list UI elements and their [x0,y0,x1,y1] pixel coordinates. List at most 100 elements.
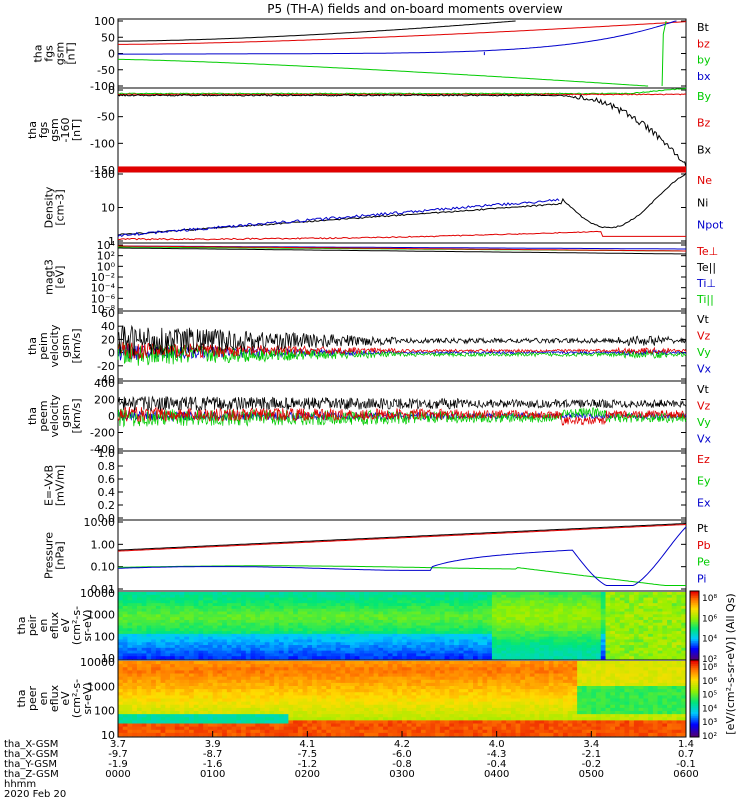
spectro-cell [118,611,124,615]
spectro-cell [222,661,228,665]
spectro-cell [203,603,209,607]
spectro-cell [397,661,403,665]
spectro-cell [378,676,384,681]
spectro-cell [368,692,374,696]
y-tick-label: 50 [101,31,115,44]
spectro-cell [312,617,318,621]
spectro-cell [449,619,455,624]
spectro-cell [416,667,422,671]
spectro-cell [402,714,408,718]
spectro-cell [335,723,341,728]
spectro-cell [439,714,445,718]
spectro-cell [274,611,280,615]
spectro-cell [558,653,564,657]
spectro-cell [477,682,483,687]
spectro-cell [297,611,303,615]
spectro-cell [364,726,370,731]
spectro-cell [681,608,687,612]
spectro-cell [316,597,322,601]
spectro-cell [420,704,427,709]
legend-Bx: Bx [697,143,712,156]
spectro-cell [581,600,587,604]
spectro-cell [269,679,275,684]
spectro-cell [458,636,464,640]
spectro-cell [387,729,393,734]
spectro-cell [236,653,242,657]
spectro-cell [312,633,318,638]
spectro-cell [345,605,351,610]
spectro-cell [411,717,417,721]
spectro-cell [316,628,322,632]
spectro-cell [349,653,356,657]
spectro-cell [657,614,663,618]
spectro-cell [165,600,171,604]
spectro-cell [302,625,308,629]
spectro-cell [624,650,630,654]
spectro-cell [397,611,403,615]
spectro-cell [619,625,625,629]
spectro-cell [226,670,232,674]
spectro-cell [411,619,417,624]
spectro-cell [506,594,512,598]
spectro-cell [297,695,303,699]
spectro-cell [430,732,436,737]
spectro-cell [383,636,389,640]
y-tick-label: 1000 [87,680,115,693]
spectro-cell [430,723,436,728]
spectro-cell [250,729,256,734]
spectro-cell [378,647,384,652]
spectro-cell [293,723,299,728]
spectro-cell [638,622,644,626]
spectro-cell [250,689,256,693]
spectro-cell [302,676,308,681]
spectro-cell [572,631,578,635]
spectro-cell [312,701,318,706]
spectro-cell [368,631,374,635]
spectro-cell [226,726,232,731]
spectro-cell [297,704,303,709]
spectro-cell [297,628,303,632]
spectro-cell [544,597,550,601]
spectro-cell [387,633,393,638]
spectro-cell [539,636,545,640]
spectro-cell [174,692,180,696]
spectro-cell [189,600,195,604]
spectro-cell [212,592,218,596]
spectro-cell [198,720,204,724]
series-Vy [117,407,687,428]
spectro-cell [359,611,365,615]
spectro-cell [274,720,280,724]
spectro-cell [170,645,176,649]
spectro-cell [141,592,147,596]
spectro-cell [250,670,256,674]
y-tick-label: 0 [108,410,115,423]
spectro-cell [151,667,157,671]
series-by [118,58,649,87]
spectro-cell [193,647,199,652]
spectro-cell [397,617,403,621]
spectro-cell [331,597,337,601]
spectro-cell [345,592,351,596]
spectro-cell [487,611,493,615]
spectro-cell [132,636,138,640]
spectro-cell [454,622,460,626]
spectro-cell [165,619,171,624]
spectro-cell [231,673,237,678]
spectro-cell [274,661,280,665]
spectro-cell [146,614,152,618]
spectro-cell [236,686,242,690]
spectro-cell [425,633,431,638]
spectro-cell [548,625,554,629]
spectro-cell [600,628,606,632]
spectro-cell [402,611,408,615]
spectro-cell [231,653,237,657]
spectro-cell [132,679,138,684]
spectro-cell [165,714,171,718]
spectro-cell [444,608,450,612]
spectro-cell [454,653,460,657]
spectro-cell [335,711,341,715]
spectro-cell [307,689,313,693]
spectro-cell [558,605,564,610]
spectro-cell [435,653,441,657]
spectro-cell [264,639,270,643]
